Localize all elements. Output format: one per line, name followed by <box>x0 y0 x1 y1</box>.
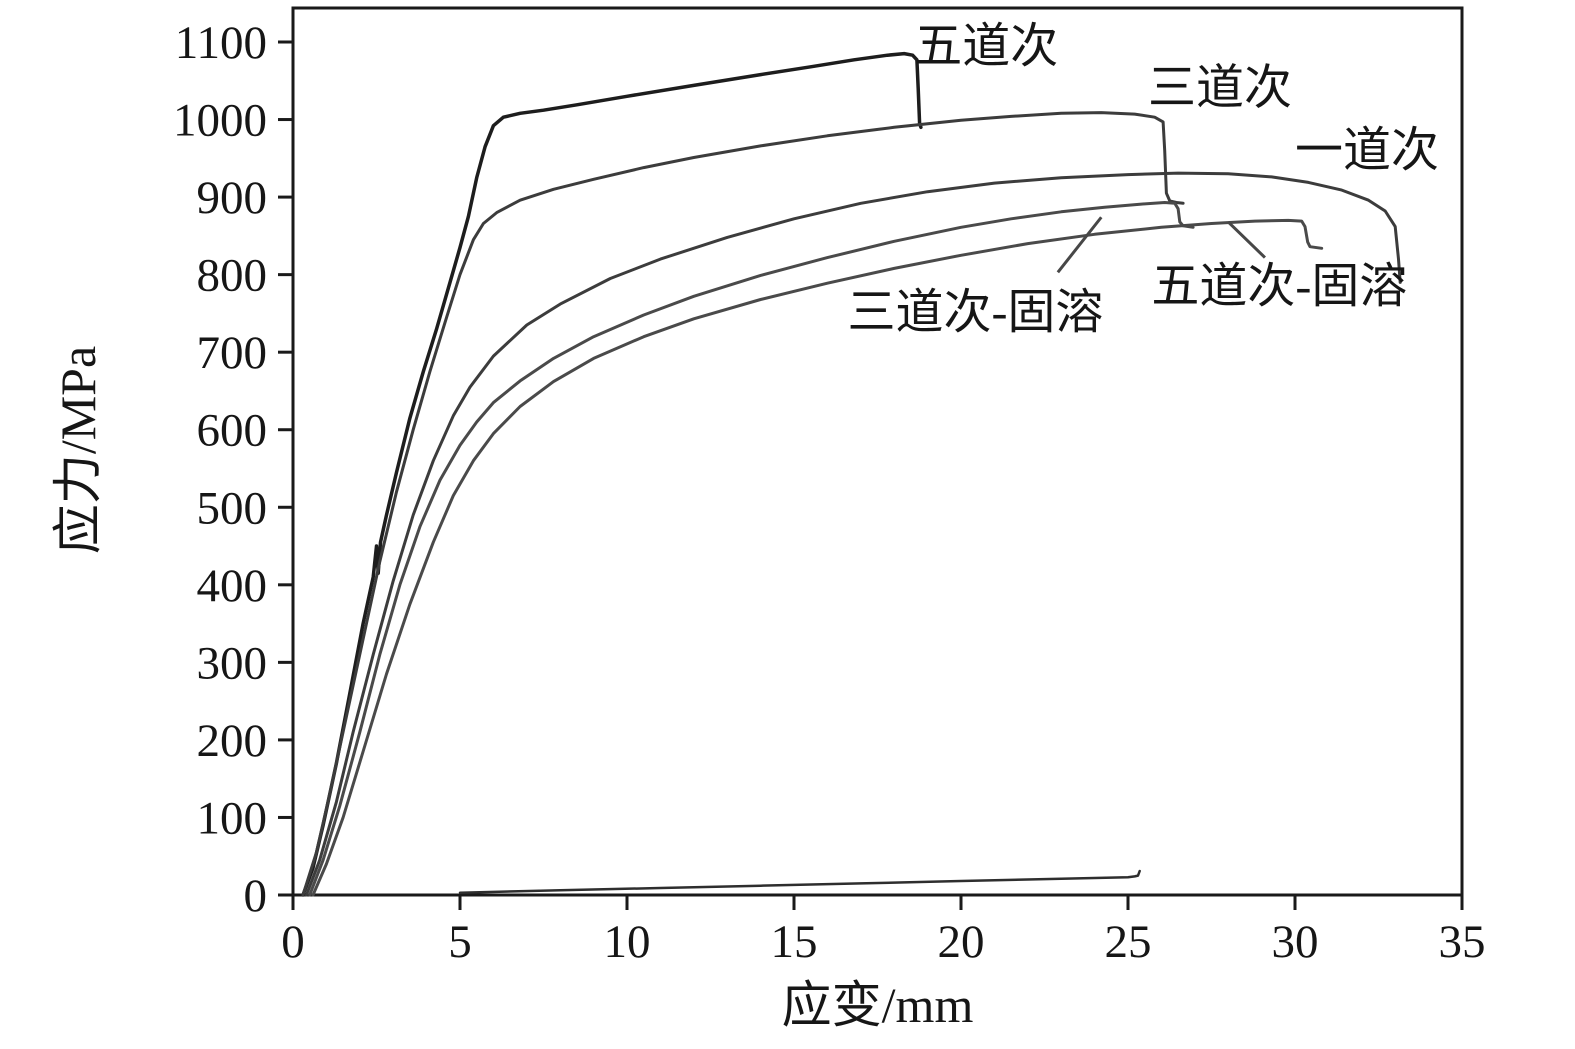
label-wudaoci-gurong: 五道次-固溶 <box>1151 260 1407 313</box>
x-tick-label: 30 <box>1272 916 1319 968</box>
series-baseline-trace <box>458 869 1141 894</box>
y-tick-label: 900 <box>197 172 268 224</box>
y-tick-label: 400 <box>197 560 268 612</box>
leader-wudaoci-gurong <box>1227 220 1266 259</box>
plot-frame <box>291 6 1464 897</box>
leader-sandaoci-gurong <box>1056 216 1103 274</box>
y-tick-label: 100 <box>197 792 268 844</box>
x-tick-label: 5 <box>448 916 472 968</box>
x-axis-title: 应变/mm <box>782 977 974 1033</box>
x-tick-label: 10 <box>604 916 651 968</box>
series-wudaoci-gurong <box>311 218 1324 897</box>
y-tick-label: 1000 <box>173 95 267 147</box>
label-sandaoci: 三道次 <box>1148 61 1292 114</box>
y-tick-label: 300 <box>197 637 268 689</box>
y-tick-label: 0 <box>244 870 268 922</box>
series-wudaoci <box>301 51 923 897</box>
label-sandaoci-gurong: 三道次-固溶 <box>847 286 1103 339</box>
x-tick-label: 25 <box>1105 916 1152 968</box>
y-tick-label: 600 <box>197 405 268 457</box>
y-tick-label: 700 <box>197 327 268 379</box>
y-tick-label: 200 <box>197 715 268 767</box>
series-sandaoci <box>301 111 1185 897</box>
series-yidaoci <box>304 171 1402 897</box>
x-tick-label: 20 <box>938 916 985 968</box>
y-tick-label: 500 <box>197 482 268 534</box>
x-tick-label: 15 <box>771 916 818 968</box>
y-tick-label: 800 <box>197 250 268 302</box>
y-axis-title: 应力/MPa <box>50 346 106 554</box>
y-tick-label: 1100 <box>175 17 267 69</box>
x-tick-label: 35 <box>1439 916 1486 968</box>
label-yidaoci: 一道次 <box>1295 124 1439 177</box>
series-sandaoci-gurong <box>308 201 1195 897</box>
x-tick-label: 0 <box>281 916 305 968</box>
label-wudaoci: 五道次 <box>914 20 1058 73</box>
